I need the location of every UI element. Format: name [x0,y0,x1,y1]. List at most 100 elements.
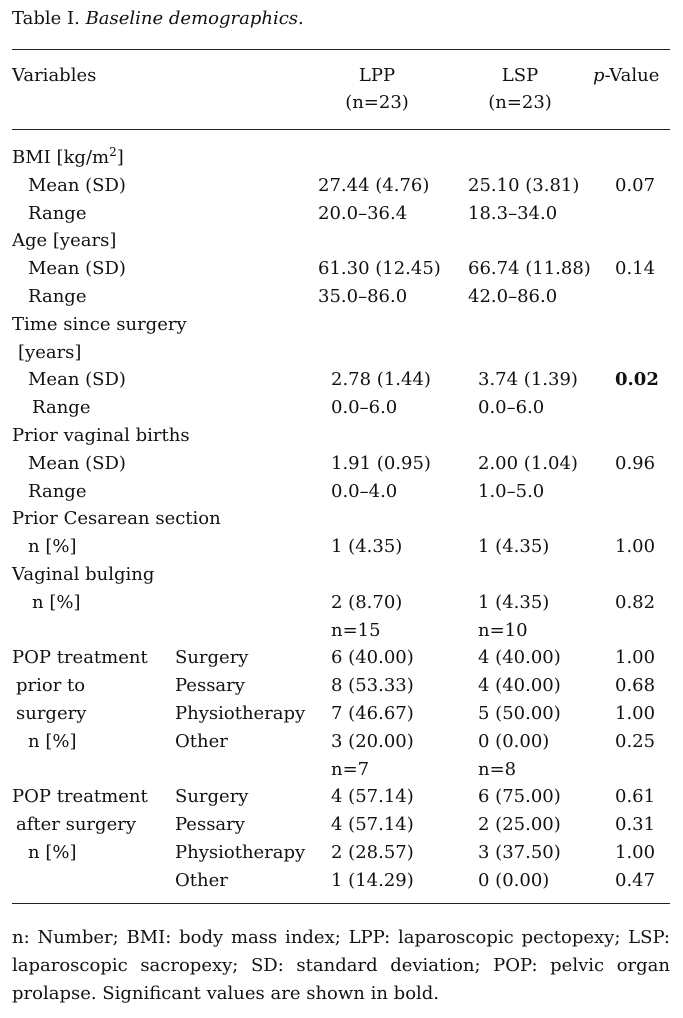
lsp-value: 6 (75.00) [478,786,561,808]
lsp-value: 1 (4.35) [478,591,550,613]
row-label: Mean (SD) [28,258,126,280]
lsp-value: 2.00 (1.04) [478,452,578,474]
caption-title: Baseline demographics. [85,8,304,29]
row-label: n [%] [28,842,77,863]
p-value: 0.25 [615,730,656,752]
lpp-value: n=7 [331,758,370,780]
row-label-text: BMI [kg/m [12,147,110,168]
lpp-value: 3 (20.00) [331,730,414,752]
lsp-value: 1 (4.35) [478,536,550,558]
lsp-value: 18.3–34.0 [468,202,558,224]
row-label: Range [32,397,91,419]
lpp-value: 0.0–6.0 [331,397,398,419]
header-variables: Variables [12,65,97,86]
row-sublabel: Pessary [175,814,245,836]
row-label: Range [28,202,87,224]
caption-label: Table I. [12,8,80,29]
lsp-value: 3 (37.50) [478,842,561,863]
lsp-value: n=8 [478,758,517,780]
p-value: 1.00 [615,842,656,863]
lpp-value: 0.0–4.0 [331,480,398,502]
p-value: 1.00 [615,703,656,724]
row-label: Vaginal bulging [12,564,155,585]
lsp-value: 3.74 (1.39) [478,369,578,391]
row-label: Time since surgery [12,313,187,335]
p-value: 0.82 [615,591,656,613]
row-label: BMI [kg/m2] [12,144,124,171]
header-p-rest: -Value [604,65,660,86]
row-sublabel: Other [175,730,228,752]
lpp-value: 27.44 (4.76) [318,174,430,196]
lpp-value: 1 (4.35) [331,536,403,558]
row-label: Range [28,286,87,307]
lpp-value: 1 (14.29) [331,869,414,891]
p-value: 0.96 [615,452,656,474]
lpp-value: 4 (57.14) [331,814,414,836]
p-value: 0.68 [615,675,656,697]
row-label: n [%] [32,591,81,613]
lpp-value: 2.78 (1.44) [331,369,431,391]
p-value: 1.00 [615,647,656,669]
lpp-value: 20.0–36.4 [318,202,408,224]
table-footnote: n: Number; BMI: body mass index; LPP: la… [12,927,670,1004]
header-lsp-n: (n=23) [488,92,552,113]
lpp-value: 7 (46.67) [331,703,414,724]
lsp-value: 42.0–86.0 [468,286,558,307]
lsp-value: 2 (25.00) [478,814,561,836]
p-value: 0.07 [615,174,656,196]
header-lpp: LPP [358,65,396,86]
lpp-value: 61.30 (12.45) [318,258,441,280]
row-label: Mean (SD) [28,174,126,196]
row-label: after surgery [16,814,136,836]
row-label: surgery [16,703,87,724]
row-label-superscript: 2 [109,145,117,159]
header-p-italic: p [593,65,605,86]
lpp-value: 4 (57.14) [331,786,414,808]
row-label: Prior Cesarean section [12,508,221,530]
p-value: 0.47 [615,869,656,891]
row-label: Mean (SD) [28,369,126,391]
row-label: POP treatment [12,786,148,808]
lpp-value: 2 (28.57) [331,842,414,863]
p-value: 0.61 [615,786,656,808]
p-value-significant: 0.02 [615,369,659,391]
row-sublabel: Surgery [175,786,249,808]
p-value: 0.31 [615,814,656,836]
lsp-value: 0 (0.00) [478,869,550,891]
row-sublabel: Surgery [175,647,249,669]
row-label: prior to [16,675,86,697]
row-label-suffix: ] [116,147,124,168]
lsp-value: 25.10 (3.81) [468,174,580,196]
row-label: POP treatment [12,647,148,669]
row-label: [years] [18,341,82,363]
row-label: Range [28,480,87,502]
row-label: n [%] [28,536,77,558]
header-p-value: p-Value [593,62,659,89]
row-sublabel: Pessary [175,675,245,697]
lsp-value: n=10 [478,619,528,641]
row-label: Prior vaginal births [12,425,190,446]
lsp-value: 4 (40.00) [478,647,561,669]
lpp-value: 8 (53.33) [331,675,414,697]
header-rule [12,129,670,130]
row-label: Mean (SD) [28,452,126,474]
row-label: Age [years] [12,230,117,252]
lsp-value: 4 (40.00) [478,675,561,697]
lsp-value: 5 (50.00) [478,703,561,724]
lpp-value: 2 (8.70) [331,591,403,613]
lpp-value: 6 (40.00) [331,647,414,669]
lsp-value: 0.0–6.0 [478,397,545,419]
lpp-value: 1.91 (0.95) [331,452,431,474]
header-lsp: LSP [501,65,539,86]
lsp-value: 66.74 (11.88) [468,258,591,280]
table-caption: Table I. Baseline demographics. [12,8,304,29]
p-value: 0.14 [615,258,656,280]
p-value: 1.00 [615,536,656,558]
header-lpp-n: (n=23) [345,92,409,113]
row-sublabel: Other [175,869,228,891]
lsp-value: 0 (0.00) [478,730,550,752]
row-sublabel: Physiotherapy [175,703,306,724]
lpp-value: 35.0–86.0 [318,286,408,307]
row-sublabel: Physiotherapy [175,842,306,863]
lpp-value: n=15 [331,619,381,641]
